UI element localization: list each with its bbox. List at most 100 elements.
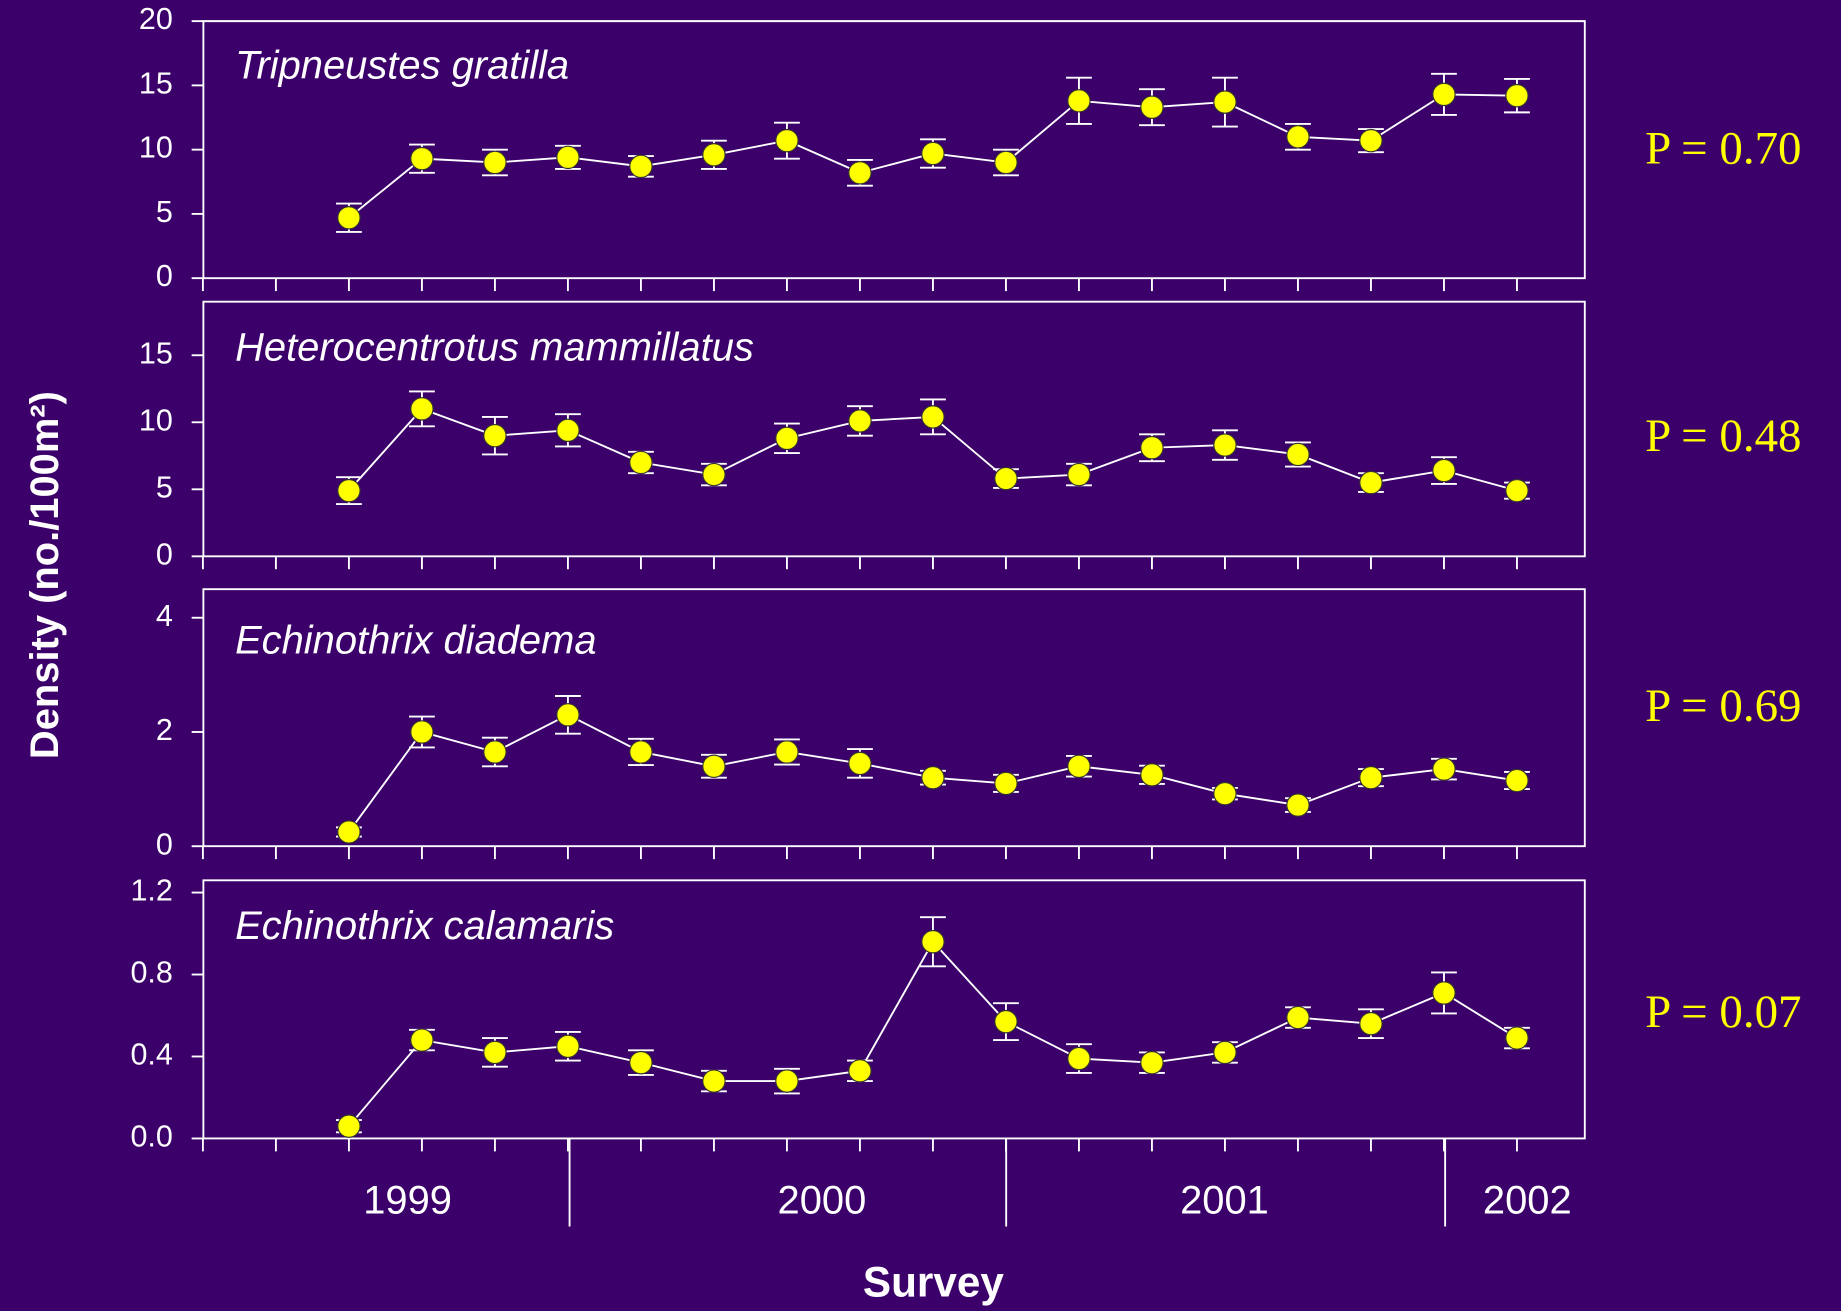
y-axis-label: Density (no./100m²) [23, 391, 67, 759]
data-point [994, 150, 1018, 175]
data-point [556, 418, 580, 443]
data-point [410, 397, 434, 421]
year-label: 2001 [1180, 1179, 1269, 1223]
y-tick-label: 0 [156, 259, 173, 293]
data-point [337, 820, 361, 844]
y-tick-label: 5 [156, 195, 173, 229]
data-point [848, 1059, 872, 1083]
data-point [1213, 1040, 1237, 1065]
y-tick-label: 2 [156, 713, 173, 747]
data-point [1213, 781, 1237, 806]
data-point [556, 1034, 580, 1058]
data-point [702, 143, 726, 167]
data-point [629, 740, 653, 764]
y-tick-label: 10 [139, 403, 173, 437]
data-point [556, 145, 580, 170]
data-point [1432, 981, 1456, 1005]
data-point [1213, 433, 1237, 457]
data-point [1359, 470, 1383, 495]
data-point [775, 740, 799, 764]
data-point [1140, 436, 1164, 460]
data-point [994, 771, 1018, 796]
data-point [1505, 768, 1529, 793]
data-point [1067, 89, 1091, 113]
data-point [1359, 1011, 1383, 1036]
data-point [483, 1040, 507, 1065]
data-point [1432, 458, 1456, 483]
data-point [629, 154, 653, 179]
data-point [1505, 83, 1529, 108]
p-value: P = 0.69 [1645, 680, 1801, 732]
data-point [1213, 90, 1237, 114]
data-point [1432, 82, 1456, 107]
data-point [483, 740, 507, 764]
data-point [775, 1069, 799, 1093]
y-tick-label: 0.4 [130, 1038, 172, 1072]
data-point [1140, 1050, 1164, 1075]
data-point [1140, 95, 1164, 119]
y-tick-label: 10 [139, 131, 173, 165]
data-point [1140, 763, 1164, 787]
data-point [337, 1114, 361, 1138]
data-point [410, 146, 434, 171]
y-tick-label: 1.2 [130, 874, 172, 908]
data-point [1505, 1026, 1529, 1050]
data-point [775, 426, 799, 451]
data-point [629, 450, 653, 475]
y-tick-label: 0 [156, 537, 173, 571]
y-tick-label: 0.0 [130, 1120, 172, 1154]
data-point [848, 409, 872, 433]
data-point [1432, 757, 1456, 781]
data-point [556, 703, 580, 727]
data-point [483, 150, 507, 175]
frame [202, 300, 1586, 558]
panel-title: Echinothrix diadema [235, 619, 596, 663]
data-point [848, 161, 872, 185]
data-point [629, 1050, 653, 1075]
data-point [702, 462, 726, 487]
data-point [702, 1069, 726, 1093]
year-label: 2002 [1483, 1179, 1572, 1223]
panel-title: Heterocentrotus mammillatus [235, 325, 754, 369]
frame [202, 20, 1586, 280]
data-point [921, 930, 945, 954]
year-label: 2000 [778, 1179, 867, 1223]
x-axis-label: Survey [863, 1258, 1004, 1305]
data-point [702, 754, 726, 778]
panel-title: Echinothrix calamaris [235, 904, 614, 948]
data-point [921, 141, 945, 166]
frame [202, 588, 1586, 848]
data-point [994, 466, 1018, 491]
data-point [337, 478, 361, 503]
data-point [921, 405, 945, 429]
data-point [410, 1028, 434, 1052]
panel-title: Tripneustes gratilla [235, 44, 569, 88]
data-point [337, 206, 361, 230]
data-point [1359, 765, 1383, 790]
data-point [410, 720, 434, 744]
data-point [921, 765, 945, 790]
data-point [1067, 754, 1091, 778]
data-point [1286, 793, 1310, 817]
data-point [1286, 1005, 1310, 1030]
p-value: P = 0.48 [1645, 410, 1801, 462]
y-tick-label: 15 [139, 336, 173, 370]
data-point [483, 423, 507, 448]
data-point [1359, 128, 1383, 153]
frame [202, 879, 1586, 1140]
p-value: P = 0.70 [1645, 122, 1801, 174]
data-point [1286, 125, 1310, 149]
data-point [848, 751, 872, 776]
data-point [1067, 1046, 1091, 1071]
data-point [775, 128, 799, 153]
y-tick-label: 15 [139, 66, 173, 100]
y-tick-label: 5 [156, 470, 173, 504]
data-point [1067, 462, 1091, 487]
data-point [1505, 478, 1529, 503]
y-tick-label: 0.8 [130, 956, 172, 990]
year-label: 1999 [363, 1179, 452, 1223]
y-tick-label: 0 [156, 827, 173, 861]
data-point [1286, 442, 1310, 467]
